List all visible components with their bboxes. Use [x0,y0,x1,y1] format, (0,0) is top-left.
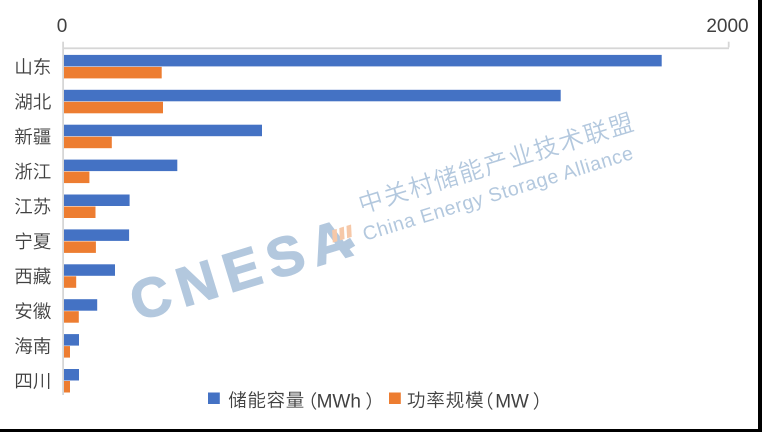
svg-text:2000: 2000 [706,16,748,37]
svg-text:0: 0 [57,16,68,37]
svg-text:MW: MW [495,391,529,412]
svg-text:MWh: MWh [317,391,361,412]
